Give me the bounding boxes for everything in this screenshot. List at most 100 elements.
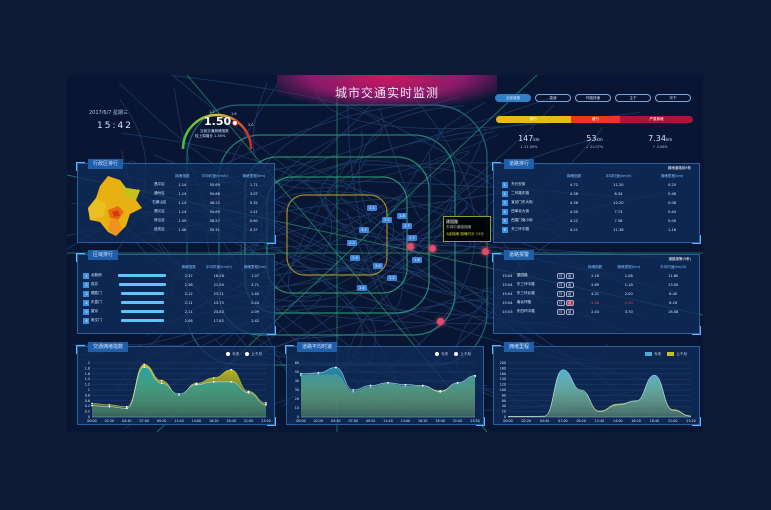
tab-road-type[interactable]: 高速 (535, 94, 571, 102)
congestion-index: 4.72 (570, 182, 579, 187)
table-row[interactable]: 延庆区 1.08 50.31 0.37 (148, 225, 272, 234)
data-point[interactable] (404, 383, 407, 386)
data-point[interactable] (265, 402, 267, 404)
legend-item[interactable]: 上个月 (454, 352, 471, 357)
table-row[interactable]: 15:04 望园路 环报 2.16 1.08 11.60 (498, 271, 697, 280)
table-row[interactable]: 通州区 1.14 50.66 3.07 (148, 189, 272, 198)
alarm-time: 15:04 (502, 273, 513, 278)
data-point[interactable] (125, 405, 128, 408)
data-point[interactable] (247, 390, 250, 393)
table-row[interactable]: 石景山区 1.14 46.22 0.32 (148, 198, 272, 207)
data-point[interactable] (230, 368, 233, 371)
data-point[interactable] (300, 372, 302, 375)
legend-item[interactable]: 上个月 (245, 352, 262, 357)
y-tick-label: 1.2 (85, 383, 90, 387)
table-row[interactable]: 2 双井 2.36 21.50 3.71 (82, 280, 272, 289)
data-point[interactable] (212, 376, 215, 379)
data-point[interactable] (125, 407, 128, 410)
data-point[interactable] (108, 403, 111, 406)
traffic-marker[interactable]: 2.3 (347, 240, 357, 246)
data-point[interactable] (160, 379, 163, 382)
table-row[interactable]: 3 德胜门 2.12 23.71 1.40 (82, 289, 272, 298)
traffic-marker[interactable]: 1.9 (350, 255, 360, 261)
table-row[interactable]: 3 宣武门东大街 4.36 12.20 0.08 (498, 198, 697, 207)
legend-item[interactable]: 上个月 (667, 352, 687, 357)
average-speed-chart[interactable]: 0 10 20 30 40 50 60 00:00 02:20 04:40 07:00 09:20 11… (287, 347, 483, 424)
data-point[interactable] (421, 384, 424, 387)
data-point[interactable] (387, 381, 389, 384)
road-name: 宣武门东大街 (511, 200, 533, 204)
table-row[interactable]: 昌平区 1.14 50.69 1.71 (148, 180, 272, 189)
traffic-marker[interactable]: 2.1 (367, 205, 377, 211)
legend-item[interactable]: 今天 (645, 352, 661, 357)
data-point[interactable] (143, 366, 146, 368)
legend-label: 上个月 (676, 352, 687, 356)
traffic-marker[interactable]: 2.0 (373, 263, 383, 269)
data-point[interactable] (456, 381, 459, 384)
data-point[interactable] (178, 393, 180, 395)
stat-value: 147 (518, 134, 534, 143)
x-tick-label: 23:20 (686, 419, 696, 423)
tab-road-type[interactable]: 环路快速 (575, 94, 611, 102)
data-point[interactable] (195, 382, 198, 385)
table-row[interactable]: 2 二环路东路 4.38 8.34 0.48 (498, 189, 697, 198)
tab-road-type[interactable]: 主干 (615, 94, 651, 102)
traffic-marker[interactable]: 2.5 (382, 217, 392, 223)
data-point[interactable] (474, 374, 476, 377)
alarm-marker[interactable] (437, 318, 444, 325)
y-tick-label: 60 (295, 361, 299, 365)
table-row[interactable]: 15:04 东三环北路 环报 4.21 2.00 6.40 (498, 289, 697, 298)
traffic-marker[interactable]: 1.6 (412, 257, 422, 263)
table-row[interactable]: 房山区 1.09 58.57 0.80 (148, 216, 272, 225)
table-row[interactable]: 4 西单北大街 4.30 7.73 0.44 (498, 207, 697, 216)
table-row[interactable]: 5 西直门南小街 4.22 7.36 0.00 (498, 216, 697, 225)
data-point[interactable] (439, 390, 442, 393)
district-heat-map[interactable] (86, 174, 146, 240)
table-row[interactable]: 4 东直门 2.11 23.75 2.44 (82, 298, 272, 307)
traffic-marker[interactable]: 1.7 (402, 223, 412, 229)
table-row[interactable]: 6 崇文门 2.08 17.82 2.42 (82, 316, 272, 325)
data-point[interactable] (247, 391, 250, 394)
table-row[interactable]: 15:04 东三环中路 环报 2.69 1.18 13.00 (498, 280, 697, 289)
traffic-marker[interactable]: 2.4 (357, 285, 367, 291)
data-point[interactable] (265, 403, 267, 406)
data-point[interactable] (230, 381, 233, 383)
data-point[interactable] (160, 382, 163, 385)
alarm-marker[interactable] (482, 248, 489, 255)
data-point[interactable] (369, 384, 372, 387)
tab-road-type[interactable]: 全部道路 (495, 94, 531, 102)
table-row[interactable]: 1 北新桥 2.37 16.28 1.07 (82, 271, 272, 280)
table-row[interactable]: 5 望京 2.11 23.83 2.09 (82, 307, 272, 316)
y-tick-label: 2 (88, 361, 90, 365)
table-row[interactable]: 6 东三环中路 4.21 11.36 1.16 (498, 225, 697, 234)
series-area (508, 369, 691, 417)
traffic-marker[interactable]: 1.8 (397, 213, 407, 219)
alarm-marker[interactable] (407, 243, 414, 250)
congestion-mileage: 1.08 (624, 273, 633, 278)
legend-item[interactable]: 今天 (226, 352, 239, 357)
data-point[interactable] (334, 366, 337, 369)
data-point[interactable] (317, 372, 320, 374)
data-point[interactable] (195, 383, 198, 386)
data-point[interactable] (91, 404, 93, 407)
tab-road-type[interactable]: 次干 (655, 94, 691, 102)
congestion-bar (120, 301, 165, 304)
congestion-index-chart[interactable]: 00.2 0.40.6 0.811.2 1.41.6 1.82 00:00 02:20 04:… (78, 347, 274, 424)
data-point[interactable] (91, 402, 93, 405)
data-point[interactable] (212, 381, 215, 383)
table-row[interactable]: 15:03 东四环中路 环报 2.43 3.70 16.08 (498, 307, 697, 316)
traffic-marker[interactable]: 3.2 (359, 227, 369, 233)
table-row[interactable]: 1 东长安街 4.72 11.20 0.25 (498, 180, 697, 189)
area-name: 望京 (90, 309, 99, 313)
traffic-marker[interactable]: 2.2 (387, 275, 397, 281)
data-point[interactable] (108, 405, 111, 408)
legend-item[interactable]: 今天 (435, 352, 448, 357)
data-point[interactable] (143, 363, 146, 366)
table-row[interactable]: 顺义区 1.14 54.69 1.41 (148, 207, 272, 216)
alarm-marker[interactable] (429, 245, 436, 252)
data-point[interactable] (352, 389, 355, 391)
rank-badge: 3 (501, 199, 508, 206)
table-row[interactable]: 15:04 南北环路 环报 4.48 4.30 6.16 (498, 298, 697, 307)
traffic-marker[interactable]: 2.7 (407, 235, 417, 241)
